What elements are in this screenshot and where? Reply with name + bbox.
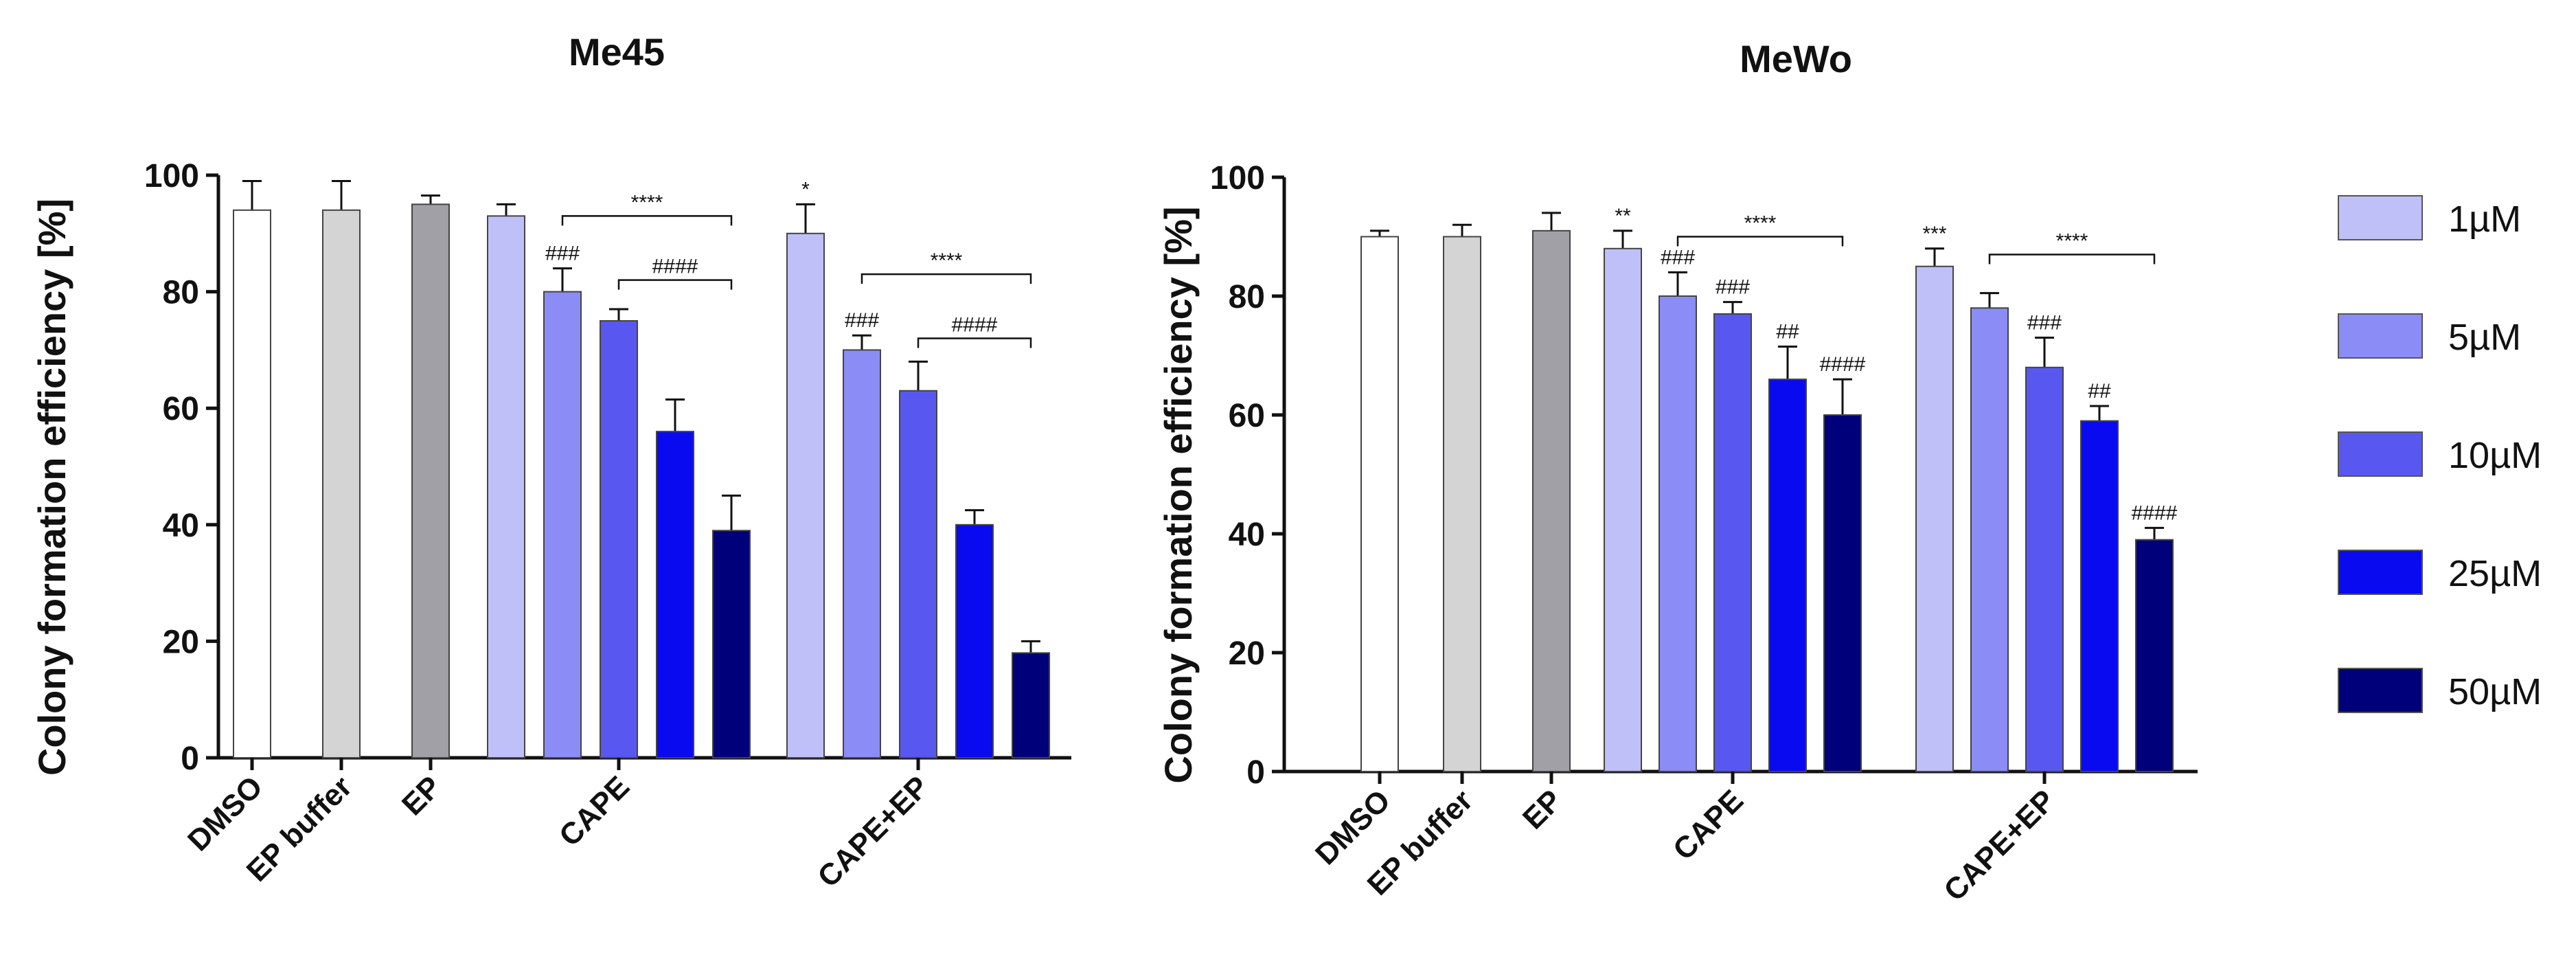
bar-cape-ep-50uM (1012, 652, 1050, 758)
bar-cape-1uM (1604, 247, 1642, 772)
significance-label: * (801, 178, 810, 201)
legend-label: 1µM (2448, 199, 2521, 240)
y-tick-label: 0 (181, 741, 199, 777)
significance-bracket (1676, 236, 1844, 247)
significance-bracket (1988, 254, 2156, 265)
significance-label: ### (1661, 246, 1695, 269)
y-axis-title: Colony formation efficiency [%] (30, 199, 73, 776)
significance-label: ### (545, 243, 580, 265)
bar-cape-5uM (1659, 295, 1697, 772)
bar-cape-5uM (543, 291, 582, 759)
significance-bracket (561, 215, 733, 226)
legend-label: 10µM (2448, 435, 2542, 476)
legend-label: 25µM (2448, 553, 2542, 594)
y-tick-label: 60 (163, 391, 199, 427)
significance-label: #### (2132, 502, 2178, 524)
bar-cape-50uM (712, 530, 751, 759)
significance-label: ## (1776, 321, 1799, 344)
chart-title: MeWo (1740, 37, 1852, 80)
significance-label: ## (2088, 380, 2111, 403)
bar-cape-25uM (656, 431, 694, 758)
bar-cape-ep-5uM (1970, 307, 2009, 772)
bar-cape-ep-10uM (899, 390, 937, 758)
y-tick-label: 60 (1229, 398, 1265, 434)
significance-label: *** (1922, 223, 1946, 245)
y-tick-label: 80 (1229, 279, 1265, 315)
bar-cape-50uM (1823, 414, 1862, 772)
legend-label: 5µM (2448, 317, 2521, 358)
bar-cape-25uM (1768, 379, 1807, 772)
bar-cape-10uM (600, 320, 638, 758)
bar-cape-ep-1uM (786, 232, 825, 758)
bar-ep (1532, 229, 1571, 773)
y-tick-label: 0 (1246, 754, 1265, 791)
legend-label: 50µM (2448, 671, 2542, 712)
legend-swatch (2338, 195, 2423, 240)
bracket-label: **** (631, 191, 663, 214)
y-tick-label: 40 (163, 508, 199, 544)
y-tick-label: 20 (1229, 635, 1265, 672)
y-axis-title: Colony formation efficiency [%] (1156, 206, 1200, 783)
y-tick-label: 100 (144, 158, 199, 194)
bar-cape-1uM (487, 215, 525, 758)
bar-cape-ep-25uM (2080, 420, 2119, 773)
bar-cape-ep-5uM (843, 349, 881, 758)
bar-ep-buffer (322, 209, 361, 758)
chart-title: Me45 (569, 30, 665, 74)
significance-label: ** (1615, 205, 1631, 227)
bar-dmso (233, 209, 271, 758)
legend-swatch (2338, 668, 2423, 713)
y-tick-label: 100 (1210, 160, 1265, 196)
bar-cape-ep-10uM (2025, 366, 2064, 772)
bar-cape-ep-50uM (2135, 539, 2174, 773)
legend-swatch (2338, 313, 2423, 359)
y-tick-label: 40 (1229, 517, 1265, 553)
y-tick-label: 20 (163, 624, 199, 660)
significance-label: #### (1820, 353, 1866, 376)
bracket-label: **** (931, 249, 963, 272)
legend: 1µM 5µM 10µM 25µM 50µM (2338, 195, 2542, 713)
significance-label: ### (845, 309, 879, 332)
bar-cape-ep-1uM (1915, 265, 1954, 772)
bar-ep (411, 203, 450, 758)
significance-bracket (917, 337, 1032, 348)
bracket-label: **** (2056, 229, 2088, 252)
bracket-label: **** (1744, 212, 1777, 235)
bar-dmso (1360, 236, 1399, 772)
significance-label: ### (2027, 312, 2062, 335)
significance-label: ### (1716, 276, 1750, 299)
bar-cape-ep-25uM (955, 524, 994, 758)
bar-cape-10uM (1713, 313, 1752, 772)
bracket-label: #### (952, 313, 998, 336)
significance-bracket (860, 273, 1032, 284)
bracket-label: #### (652, 256, 698, 278)
significance-bracket (617, 279, 733, 290)
bar-ep-buffer (1443, 236, 1481, 772)
legend-swatch (2338, 431, 2423, 477)
legend-swatch (2338, 550, 2423, 595)
y-tick-label: 80 (163, 275, 199, 311)
